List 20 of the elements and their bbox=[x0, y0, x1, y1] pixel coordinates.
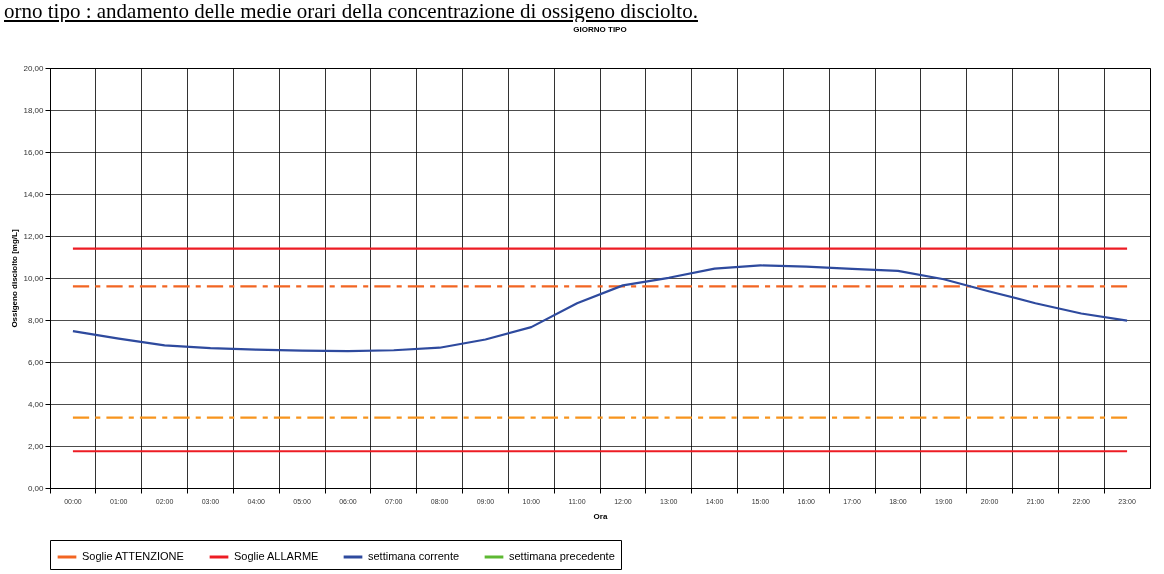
y-tick-label: 4,00 bbox=[27, 399, 45, 409]
text: orno tipo : andamento delle medie orari della concentrazione di ossigeno disciolto. bbox=[3, 0, 699, 23]
y-tick-label: 2,00 bbox=[27, 441, 45, 451]
y-tick-label: 6,00 bbox=[27, 357, 45, 367]
legend-label: Soglie ATTENZIONE bbox=[82, 550, 184, 562]
legend-label: settimana corrente bbox=[368, 550, 460, 562]
y-tick-label: 14,00 bbox=[23, 189, 45, 199]
y-tick-label: 0,00 bbox=[27, 483, 45, 493]
y-tick-label: 8,00 bbox=[27, 315, 45, 325]
y-tick-label: 12,00 bbox=[23, 231, 45, 241]
y-tick-label: 16,00 bbox=[23, 147, 45, 157]
y-tick-label: 10,00 bbox=[23, 273, 45, 283]
legend-label: settimana precedente bbox=[509, 550, 615, 562]
chart-title: GIORNO TIPO bbox=[573, 25, 627, 34]
line-series bbox=[71, 264, 1129, 353]
x-axis-title: Ora bbox=[593, 511, 608, 521]
legend-label: Soglie ALLARME bbox=[234, 550, 319, 562]
y-axis-title: Ossigeno disciolto [mg/L] bbox=[10, 229, 20, 328]
y-tick-label: 18,00 bbox=[23, 105, 45, 115]
y-tick-label: 20,00 bbox=[23, 63, 45, 73]
